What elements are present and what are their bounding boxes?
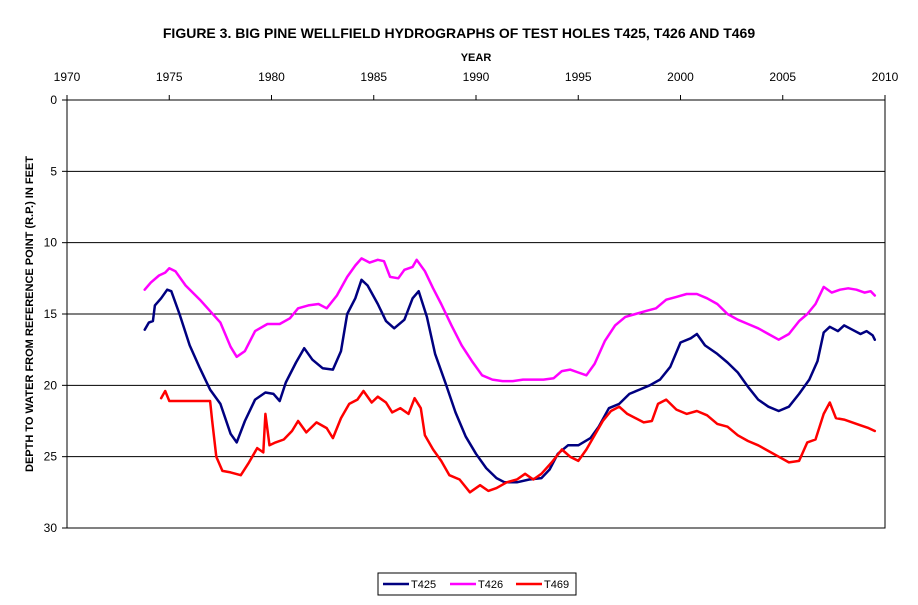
y-tick-label: 20 <box>44 378 58 392</box>
legend-label-t425: T425 <box>411 579 436 591</box>
series-lines <box>143 257 877 494</box>
legend-label-t469: T469 <box>544 579 569 591</box>
x-tick-label: 2005 <box>769 70 796 84</box>
legend-box <box>377 572 577 596</box>
y-tick-label: 5 <box>50 164 57 178</box>
series-line-t426 <box>143 257 877 383</box>
x-tick-label: 1995 <box>565 70 592 84</box>
x-tick-label: 1985 <box>360 70 387 84</box>
y-tick-label: 30 <box>44 521 58 535</box>
y-tick-label: 15 <box>44 307 58 321</box>
gridlines <box>67 170 885 458</box>
y-tick-label: 0 <box>50 93 57 107</box>
x-tick-label: 1975 <box>156 70 183 84</box>
series-line-t425 <box>143 278 877 484</box>
series-line-t469 <box>159 389 877 494</box>
y-tick-label: 10 <box>44 236 58 250</box>
x-tick-label: 1980 <box>258 70 285 84</box>
legend-label-t426: T426 <box>478 579 503 591</box>
x-tick-label: 1970 <box>54 70 81 84</box>
y-tick-label: 25 <box>44 450 58 464</box>
x-tick-label: 1990 <box>463 70 490 84</box>
y-axis: 0 5 10 15 20 25 30 <box>44 93 67 535</box>
x-tick-label: 2010 <box>872 70 899 84</box>
chart-title: FIGURE 3. BIG PINE WELLFIELD HYDROGRAPHS… <box>163 25 755 41</box>
x-axis: 1970 1975 1980 1985 1990 1995 2000 2005 2010 <box>54 70 899 100</box>
legend: T425 T426 T469 <box>377 572 577 596</box>
x-tick-label: 2000 <box>667 70 694 84</box>
y-axis-label: DEPTH TO WATER FROM REFERENCE POINT (R.P… <box>24 156 36 472</box>
x-axis-label: YEAR <box>461 52 492 64</box>
